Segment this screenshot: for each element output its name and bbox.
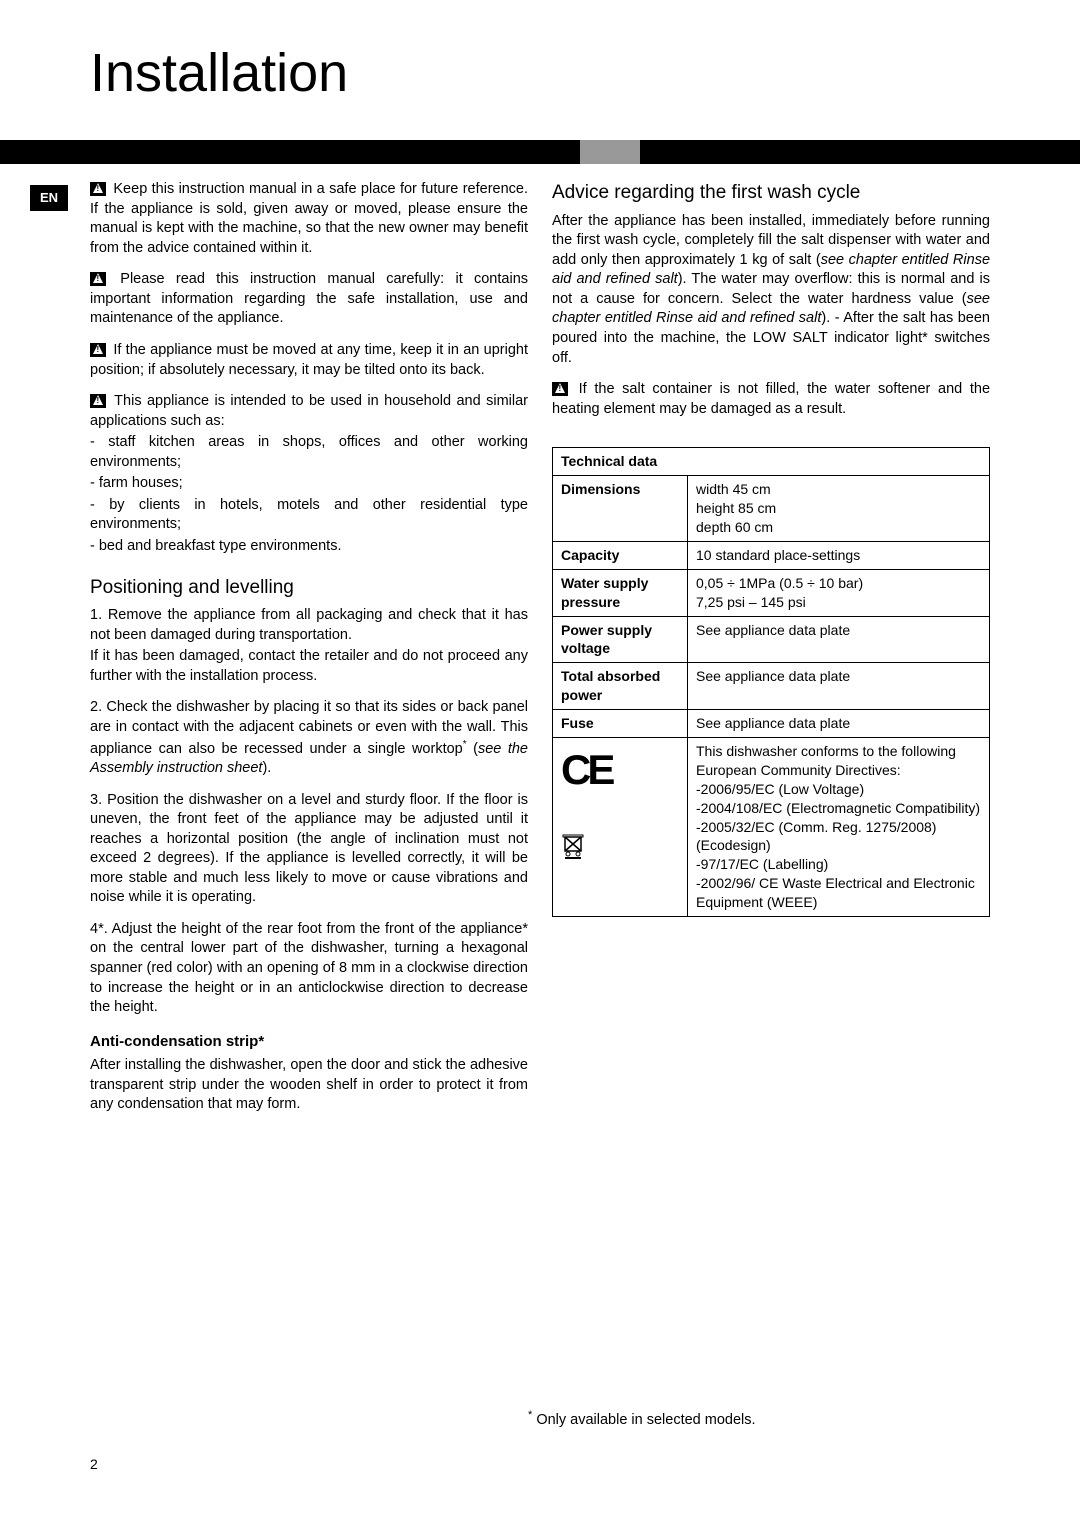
header-divider-accent <box>580 140 640 164</box>
weee-icon <box>561 829 585 859</box>
cell-label: Total absorbed power <box>553 663 688 710</box>
warning-read-carefully: Please read this instruction manual care… <box>90 270 528 329</box>
warning-text: Keep this instruction manual in a safe p… <box>90 181 528 256</box>
content-area: Keep this instruction manual in a safe p… <box>90 180 990 1127</box>
warning-icon <box>90 343 106 357</box>
step-3: 3. Position the dishwasher on a level an… <box>90 791 528 908</box>
warning-salt: If the salt container is not filled, the… <box>552 380 990 419</box>
cell-value: See appliance data plate <box>688 616 990 663</box>
step-4: 4*. Adjust the height of the rear foot f… <box>90 920 528 1018</box>
language-tab: EN <box>30 185 68 211</box>
warning-text: If the salt container is not filled, the… <box>552 381 990 417</box>
table-header: Technical data <box>553 448 990 476</box>
heading-advice: Advice regarding the first wash cycle <box>552 180 990 206</box>
cell-label: Capacity <box>553 541 688 569</box>
left-column: Keep this instruction manual in a safe p… <box>90 180 528 1127</box>
warning-text: Please read this instruction manual care… <box>90 271 528 326</box>
cell-label: Power supply voltage <box>553 616 688 663</box>
table-row: Fuse See appliance data plate <box>553 710 990 738</box>
footnote-text: Only available in selected models. <box>536 1412 755 1428</box>
technical-data-table: Technical data Dimensions width 45 cm he… <box>552 447 990 917</box>
warning-icon <box>90 272 106 286</box>
ce-mark-icon: CE <box>561 742 679 799</box>
step-1: 1. Remove the appliance from all packagi… <box>90 606 528 645</box>
page-number: 2 <box>90 1456 98 1472</box>
heading-positioning: Positioning and levelling <box>90 575 528 601</box>
table-row: Power supply voltage See appliance data … <box>553 616 990 663</box>
cell-ce-mark: CE <box>553 737 688 916</box>
cell-label: Dimensions <box>553 476 688 542</box>
cell-value: width 45 cm height 85 cm depth 60 cm <box>688 476 990 542</box>
cell-label: Water supply pressure <box>553 569 688 616</box>
header-divider-bar <box>0 140 1080 164</box>
cell-label: Fuse <box>553 710 688 738</box>
cell-value: See appliance data plate <box>688 710 990 738</box>
warning-icon <box>552 382 568 396</box>
table-row: Water supply pressure 0,05 ÷ 1MPa (0.5 ÷… <box>553 569 990 616</box>
table-row: Dimensions width 45 cm height 85 cm dept… <box>553 476 990 542</box>
bullet-hotels: - by clients in hotels, motels and other… <box>90 496 528 535</box>
warning-upright: If the appliance must be moved at any ti… <box>90 341 528 380</box>
step-1b: If it has been damaged, contact the reta… <box>90 647 528 686</box>
cell-value: 0,05 ÷ 1MPa (0.5 ÷ 10 bar) 7,25 psi – 14… <box>688 569 990 616</box>
table-row: Total absorbed power See appliance data … <box>553 663 990 710</box>
right-column: Advice regarding the first wash cycle Af… <box>552 180 990 1127</box>
step-2: 2. Check the dishwasher by placing it so… <box>90 698 528 778</box>
warning-household: This appliance is intended to be used in… <box>90 392 528 431</box>
table-row: Capacity 10 standard place-settings <box>553 541 990 569</box>
anticondensation-text: After installing the dishwasher, open th… <box>90 1056 528 1115</box>
warning-text: This appliance is intended to be used in… <box>90 393 528 429</box>
table-row: CE This dishwasher conforms to the follo… <box>553 737 990 916</box>
bullet-bnb: - bed and breakfast type environments. <box>90 537 528 557</box>
bullet-staff-kitchen: - staff kitchen areas in shops, offices … <box>90 433 528 472</box>
page-title: Installation <box>90 42 348 104</box>
advice-text: After the appliance has been installed, … <box>552 212 990 369</box>
warning-icon <box>90 182 106 196</box>
warning-text: If the appliance must be moved at any ti… <box>90 342 528 378</box>
footnote: * Only available in selected models. <box>528 1409 756 1428</box>
cell-value: See appliance data plate <box>688 663 990 710</box>
bullet-farm: - farm houses; <box>90 474 528 494</box>
heading-anticondensation: Anti-condensation strip* <box>90 1032 528 1052</box>
cell-value: 10 standard place-settings <box>688 541 990 569</box>
cell-compliance: This dishwasher conforms to the followin… <box>688 737 990 916</box>
warning-icon <box>90 394 106 408</box>
warning-keep-manual: Keep this instruction manual in a safe p… <box>90 180 528 258</box>
